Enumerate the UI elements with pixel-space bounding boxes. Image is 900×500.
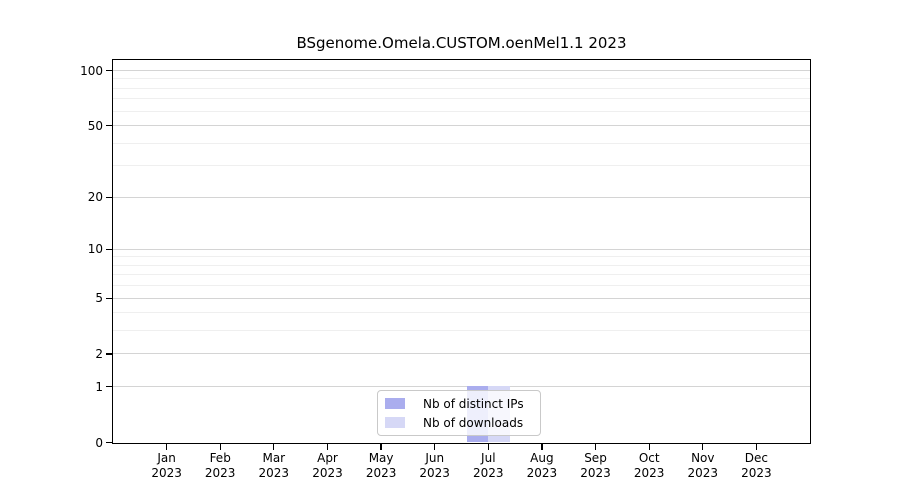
- x-tick-year: 2023: [258, 465, 290, 480]
- x-tick-year: 2023: [312, 465, 343, 480]
- y-tick-mark: [106, 70, 113, 72]
- gridline-minor: [113, 87, 810, 89]
- x-tick-label: Jun 2023: [403, 451, 467, 480]
- x-tick-mark: [648, 443, 650, 450]
- x-tick-month: Jan: [157, 451, 176, 465]
- legend-swatch-distinct-ips-icon: [385, 398, 405, 409]
- gridline-minor: [113, 256, 810, 258]
- y-tick-label: 0: [95, 435, 103, 450]
- x-tick-month: Dec: [744, 451, 768, 465]
- gridline-major: [113, 248, 810, 250]
- x-tick-month: May: [368, 451, 394, 465]
- x-tick-month: Sep: [584, 451, 607, 465]
- x-tick-year: 2023: [580, 465, 611, 480]
- gridline-minor: [113, 274, 810, 276]
- legend-item-downloads: Nb of downloads: [385, 413, 540, 432]
- x-tick-month: Nov: [691, 451, 715, 465]
- plot-area: Nb of distinct IPs Nb of downloads: [112, 59, 811, 444]
- x-tick-month: Aug: [530, 451, 554, 465]
- x-tick-label: Oct 2023: [617, 451, 681, 480]
- x-tick-mark: [273, 443, 275, 450]
- y-tick-label: 10: [87, 242, 103, 257]
- x-tick-mark: [326, 443, 329, 450]
- gridline-minor: [113, 78, 810, 80]
- y-tick-label: 1: [95, 379, 103, 394]
- y-tick-label: 20: [87, 190, 103, 205]
- gridline-minor: [113, 285, 810, 287]
- x-tick-label: May 2023: [349, 451, 413, 480]
- x-tick-mark: [434, 443, 436, 450]
- gridline-major: [113, 125, 810, 127]
- gridline-minor: [113, 110, 810, 112]
- x-tick-label: Nov 2023: [671, 451, 735, 480]
- x-tick-label: Apr 2023: [296, 451, 360, 480]
- legend-label-distinct-ips: Nb of distinct IPs: [423, 396, 524, 411]
- x-tick-month: Apr: [317, 451, 338, 465]
- x-axis: Jan 2023 Feb 2023 Mar 2023 Apr 2023 May 2023 Jun 20…: [113, 443, 810, 495]
- x-tick-year: 2023: [473, 465, 504, 480]
- gridline-minor: [113, 264, 810, 266]
- x-tick-year: 2023: [151, 465, 182, 480]
- y-tick-mark: [106, 442, 113, 444]
- y-tick-mark: [106, 196, 113, 198]
- x-tick-label: Sep 2023: [564, 451, 628, 480]
- y-tick-label: 2: [95, 346, 103, 361]
- x-tick-year: 2023: [419, 465, 450, 480]
- x-tick-label: Jan 2023: [135, 451, 199, 480]
- x-tick-label: Dec 2023: [724, 451, 788, 480]
- gridline-minor: [113, 330, 810, 332]
- x-tick-year: 2023: [687, 465, 719, 480]
- x-tick-mark: [380, 443, 382, 450]
- gridline-minor: [113, 98, 810, 100]
- chart-title: BSgenome.Omela.CUSTOM.oenMel1.1 2023: [296, 34, 627, 52]
- y-tick-label: 50: [87, 118, 103, 133]
- x-tick-label: Feb 2023: [188, 451, 252, 480]
- x-tick-mark: [594, 443, 597, 450]
- x-tick-mark: [487, 443, 489, 450]
- legend-item-distinct-ips: Nb of distinct IPs: [385, 394, 540, 413]
- gridline-major: [113, 70, 810, 71]
- y-tick-mark: [106, 248, 113, 251]
- y-axis: 0 1 2 5 10 20 50 100: [0, 60, 113, 450]
- gridline-major: [113, 386, 810, 388]
- legend-label-downloads: Nb of downloads: [423, 415, 524, 430]
- y-tick-mark: [106, 297, 113, 299]
- x-tick-mark: [755, 443, 758, 450]
- x-tick-month: Feb: [209, 451, 231, 465]
- gridline-major: [113, 353, 810, 355]
- legend: Nb of distinct IPs Nb of downloads: [377, 390, 541, 436]
- y-tick-mark: [106, 125, 113, 127]
- gridline-major: [113, 196, 810, 198]
- x-tick-mark: [219, 443, 221, 450]
- gridline-minor: [113, 142, 810, 144]
- x-tick-mark: [165, 443, 168, 450]
- x-tick-year: 2023: [741, 465, 772, 480]
- x-tick-mark: [702, 443, 704, 450]
- y-tick-mark: [106, 386, 113, 388]
- y-tick-mark: [106, 353, 113, 355]
- x-tick-mark: [541, 443, 543, 450]
- x-tick-year: 2023: [204, 465, 236, 480]
- x-tick-label: Jul 2023: [456, 451, 520, 480]
- x-tick-year: 2023: [365, 465, 397, 480]
- x-tick-year: 2023: [526, 465, 558, 480]
- y-tick-label: 100: [80, 63, 103, 78]
- legend-swatch-downloads-icon: [385, 417, 405, 428]
- x-tick-label: Aug 2023: [510, 451, 574, 480]
- x-tick-month: Oct: [638, 451, 660, 465]
- y-tick-label: 5: [95, 291, 103, 306]
- gridline-major: [113, 297, 810, 299]
- x-tick-month: Mar: [262, 451, 286, 465]
- x-tick-month: Jun: [425, 451, 445, 465]
- x-tick-month: Jul: [481, 451, 496, 465]
- x-tick-label: Mar 2023: [242, 451, 306, 480]
- x-tick-year: 2023: [633, 465, 665, 480]
- gridline-minor: [113, 312, 810, 314]
- gridline-minor: [113, 165, 810, 167]
